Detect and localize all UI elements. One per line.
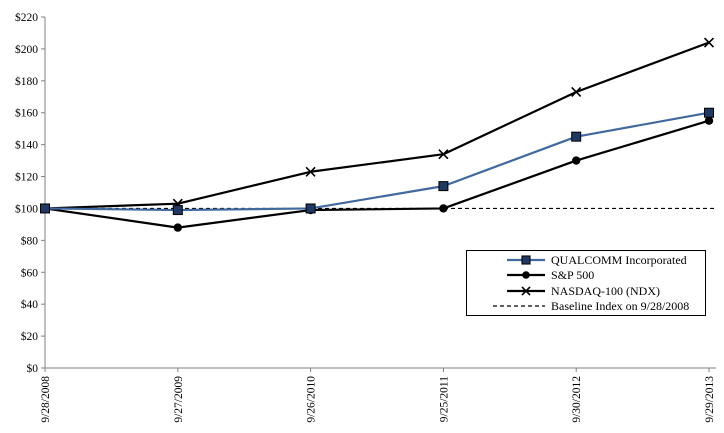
legend-item-baseline: Baseline Index on 9/28/2008	[467, 299, 705, 314]
baseline-dashed-line-icon	[493, 305, 545, 307]
svg-text:$120: $120	[15, 171, 38, 184]
legend-label-baseline: Baseline Index on 9/28/2008	[551, 299, 690, 314]
svg-text:$160: $160	[15, 107, 38, 120]
qualcomm-line-square-marker-icon	[507, 255, 545, 265]
svg-text:9/25/2011: 9/25/2011	[438, 376, 450, 422]
svg-text:$0: $0	[27, 362, 39, 375]
svg-text:$20: $20	[21, 330, 39, 343]
sp500-line-circle-marker-icon	[507, 271, 545, 280]
legend-label-qualcomm: QUALCOMM Incorporated	[551, 252, 687, 267]
svg-text:$200: $200	[15, 43, 38, 56]
legend-label-sp500: S&P 500	[551, 268, 595, 283]
svg-text:$140: $140	[15, 139, 38, 152]
nasdaq100-line-x-marker-icon	[507, 286, 545, 296]
svg-text:$180: $180	[15, 75, 38, 88]
svg-text:$40: $40	[21, 298, 39, 311]
svg-text:9/28/2008: 9/28/2008	[40, 376, 52, 423]
svg-text:$100: $100	[15, 202, 38, 215]
svg-text:9/29/2013: 9/29/2013	[704, 376, 716, 423]
svg-text:$80: $80	[21, 234, 39, 247]
svg-text:$60: $60	[21, 266, 39, 279]
svg-text:$220: $220	[15, 11, 38, 24]
svg-text:9/26/2010: 9/26/2010	[306, 376, 318, 423]
legend-item-qualcomm: QUALCOMM Incorporated	[467, 252, 705, 267]
legend-item-nasdaq100: NASDAQ-100 (NDX)	[467, 283, 705, 298]
legend: QUALCOMM Incorporated S&P 500 NASDAQ-100…	[466, 250, 706, 316]
legend-label-nasdaq100: NASDAQ-100 (NDX)	[551, 283, 660, 298]
svg-text:9/27/2009: 9/27/2009	[173, 376, 185, 423]
legend-item-sp500: S&P 500	[467, 268, 705, 283]
svg-text:9/30/2012: 9/30/2012	[571, 376, 583, 423]
